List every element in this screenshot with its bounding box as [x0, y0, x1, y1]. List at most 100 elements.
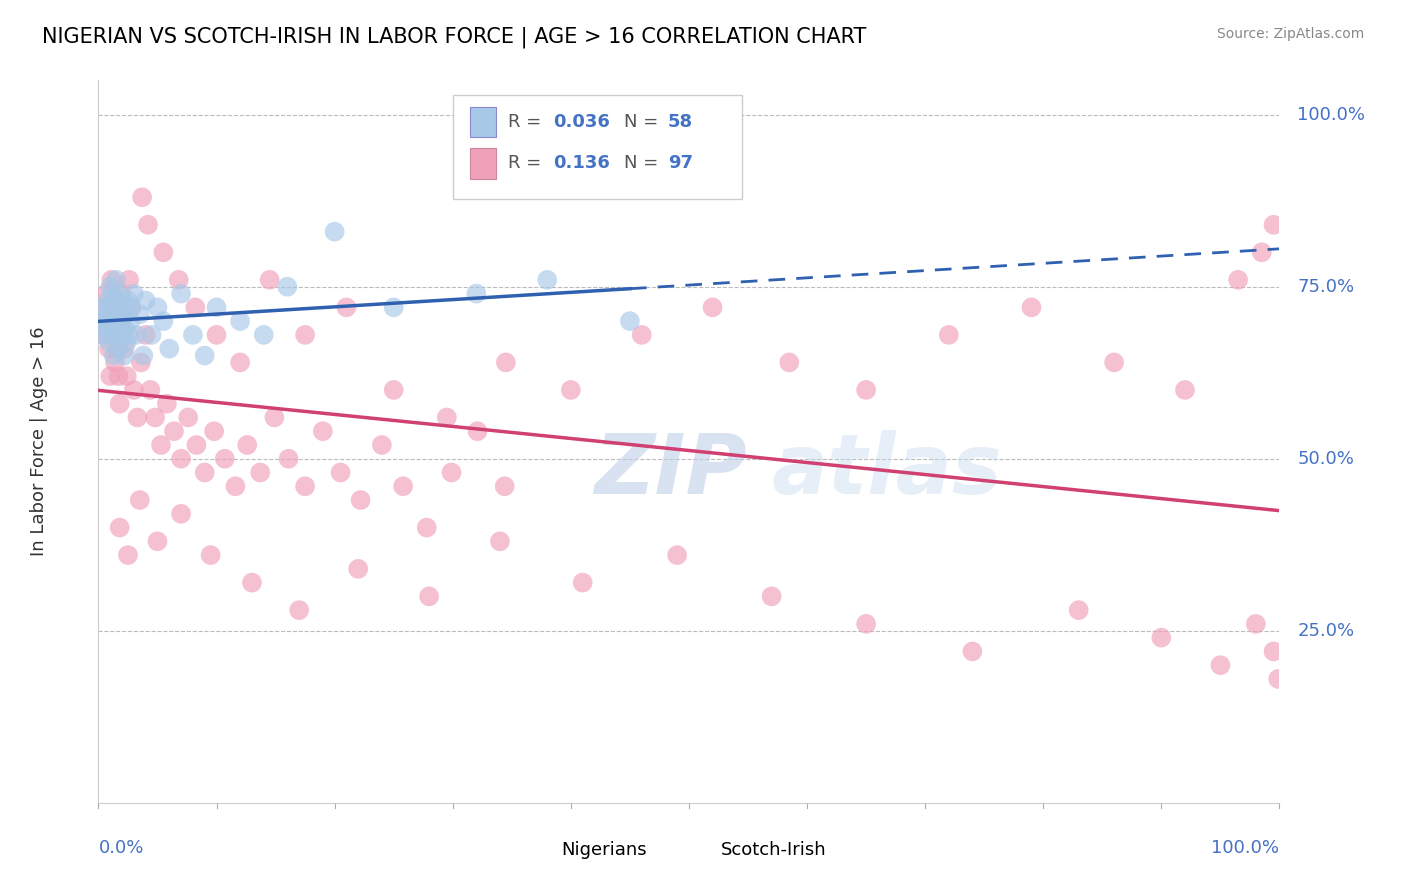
Point — [418, 590, 440, 604]
Text: 58: 58 — [668, 113, 693, 131]
Point — [288, 603, 311, 617]
Point — [277, 451, 299, 466]
Point — [105, 314, 128, 328]
Point — [202, 424, 225, 438]
Text: In Labor Force | Age > 16: In Labor Force | Age > 16 — [31, 326, 48, 557]
Point — [1174, 383, 1197, 397]
Point — [107, 369, 129, 384]
Point — [98, 334, 121, 349]
Text: Scotch-Irish: Scotch-Irish — [721, 841, 827, 859]
Point — [855, 616, 877, 631]
Point — [96, 307, 118, 321]
Point — [108, 307, 131, 321]
Point — [93, 301, 115, 315]
Text: 75.0%: 75.0% — [1298, 277, 1354, 296]
Point — [962, 644, 984, 658]
Point — [253, 327, 276, 342]
Point — [104, 327, 127, 342]
Point — [122, 286, 145, 301]
Point — [205, 301, 228, 315]
Point — [125, 327, 148, 342]
Point — [121, 301, 143, 315]
Bar — [530, 836, 555, 863]
Point — [214, 451, 236, 466]
Point — [94, 321, 117, 335]
Point — [489, 534, 512, 549]
Point — [1263, 218, 1285, 232]
Point — [108, 397, 131, 411]
Point — [136, 218, 159, 232]
Point — [170, 451, 193, 466]
Point — [98, 327, 121, 342]
Text: atlas: atlas — [772, 430, 1002, 511]
Point — [294, 479, 316, 493]
Bar — [471, 148, 496, 178]
Point — [110, 293, 132, 308]
Point — [112, 349, 135, 363]
Point — [127, 410, 149, 425]
Point — [101, 286, 124, 301]
Point — [97, 293, 120, 308]
Text: 0.136: 0.136 — [553, 154, 610, 172]
Point — [117, 293, 139, 308]
Point — [163, 424, 186, 438]
Point — [96, 286, 118, 301]
Point — [392, 479, 415, 493]
Point — [276, 279, 298, 293]
Point — [382, 383, 405, 397]
Point — [128, 307, 150, 321]
Point — [571, 575, 593, 590]
Point — [184, 301, 207, 315]
Point — [132, 349, 155, 363]
Text: 97: 97 — [668, 154, 693, 172]
Point — [855, 383, 877, 397]
Point — [312, 424, 335, 438]
Point — [666, 548, 689, 562]
Point — [91, 314, 114, 328]
Point — [294, 327, 316, 342]
Point — [1102, 355, 1125, 369]
Point — [98, 342, 121, 356]
Point — [112, 301, 135, 315]
Point — [108, 520, 131, 534]
Text: 100.0%: 100.0% — [1212, 838, 1279, 857]
Point — [139, 383, 162, 397]
Text: 0.036: 0.036 — [553, 113, 610, 131]
Point — [416, 520, 439, 534]
Point — [105, 273, 128, 287]
Point — [1244, 616, 1267, 631]
Point — [181, 327, 204, 342]
Point — [170, 507, 193, 521]
Point — [100, 314, 122, 328]
Point — [101, 301, 124, 315]
Text: 25.0%: 25.0% — [1298, 622, 1354, 640]
Point — [371, 438, 394, 452]
FancyBboxPatch shape — [453, 95, 742, 200]
Point — [141, 327, 163, 342]
Point — [98, 279, 121, 293]
Point — [111, 314, 134, 328]
Point — [128, 493, 150, 508]
Point — [1021, 301, 1043, 315]
Point — [135, 327, 157, 342]
Point — [112, 321, 135, 335]
Point — [146, 534, 169, 549]
Bar — [471, 107, 496, 137]
Point — [702, 301, 724, 315]
Point — [186, 438, 208, 452]
Point — [104, 293, 127, 308]
Point — [536, 273, 558, 287]
Point — [150, 438, 173, 452]
Point — [465, 286, 488, 301]
Point — [103, 307, 125, 321]
Text: 100.0%: 100.0% — [1298, 105, 1365, 124]
Point — [1263, 644, 1285, 658]
Point — [103, 349, 125, 363]
Point — [97, 314, 120, 328]
Text: 0.0%: 0.0% — [98, 838, 143, 857]
Point — [436, 410, 458, 425]
Point — [118, 327, 141, 342]
Point — [1227, 273, 1250, 287]
Point — [560, 383, 582, 397]
Point — [177, 410, 200, 425]
